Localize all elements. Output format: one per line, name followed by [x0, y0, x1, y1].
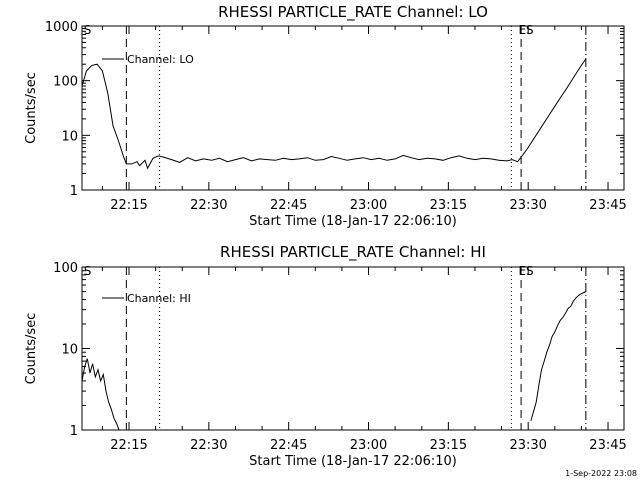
y-tick-label: 10	[61, 343, 78, 358]
x-tick-label: 23:45	[589, 438, 626, 453]
x-tick-label: 23:15	[430, 198, 467, 213]
chart-title: RHESSI PARTICLE_RATE Channel: HI	[220, 243, 486, 262]
y-tick-label: 1000	[45, 20, 78, 35]
y-axis-title: Counts/sec	[24, 72, 39, 144]
event-annotation: S	[84, 23, 92, 37]
series-line	[82, 358, 120, 430]
y-tick-label: 100	[53, 75, 78, 90]
event-annotation: ES	[518, 23, 533, 37]
x-tick-label: 22:30	[190, 438, 227, 453]
x-tick-label: 23:30	[509, 438, 546, 453]
x-tick-label: 22:45	[270, 438, 307, 453]
series-line	[530, 291, 587, 421]
event-annotation: S	[84, 264, 92, 278]
legend-label: Channel: HI	[127, 292, 191, 305]
y-tick-label: 1	[70, 424, 78, 439]
y-tick-label: 100	[53, 261, 78, 276]
y-axis-title: Counts/sec	[24, 313, 39, 385]
plot-frame	[81, 25, 625, 191]
event-annotation: ES	[518, 264, 533, 278]
x-tick-label: 23:45	[589, 198, 626, 213]
x-tick-label: 23:30	[509, 198, 546, 213]
x-tick-label: 22:30	[190, 198, 227, 213]
x-tick-label: 22:15	[110, 438, 147, 453]
x-tick-label: 22:15	[110, 198, 147, 213]
chart-title: RHESSI PARTICLE_RATE Channel: LO	[218, 3, 488, 22]
x-tick-label: 22:45	[270, 198, 307, 213]
legend-label: Channel: LO	[127, 53, 194, 66]
x-tick-label: 23:15	[430, 438, 467, 453]
y-tick-label: 10	[61, 129, 78, 144]
x-axis-title: Start Time (18-Jan-17 22:06:10)	[249, 454, 457, 469]
series-line	[82, 58, 587, 170]
plot-timestamp: 1-Sep-2022 23:08	[565, 469, 637, 478]
x-tick-label: 23:00	[350, 198, 387, 213]
x-tick-label: 23:00	[350, 438, 387, 453]
x-axis-title: Start Time (18-Jan-17 22:06:10)	[249, 214, 457, 229]
y-tick-label: 1	[70, 184, 78, 199]
